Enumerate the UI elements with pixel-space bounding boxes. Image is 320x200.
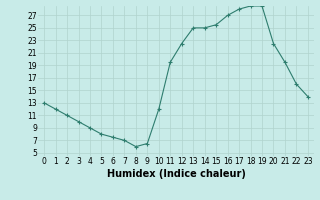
X-axis label: Humidex (Indice chaleur): Humidex (Indice chaleur) xyxy=(107,169,245,179)
